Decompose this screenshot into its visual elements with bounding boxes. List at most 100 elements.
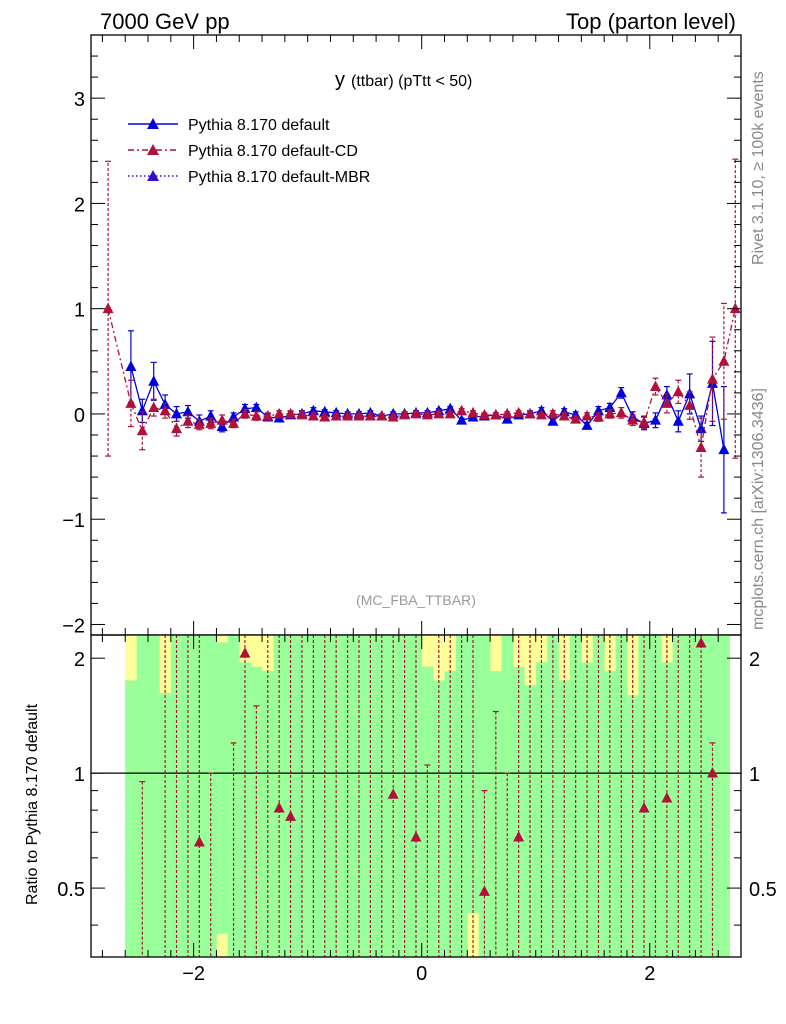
ratio-band-green: [604, 671, 616, 957]
ratio-band-green: [467, 635, 480, 914]
main-panel: −2 −1 0 1 2 3 y (ttbar) (pTtt < 50) (MC_FBA_T…: [62, 34, 742, 637]
data-point-cd: [467, 406, 479, 418]
data-point-default: [444, 402, 456, 414]
ratio-band-green: [136, 635, 149, 957]
ratio-point-cd: [638, 802, 650, 813]
data-point-cd: [330, 410, 342, 421]
legend-label-cd: Pythia 8.170 default-CD: [188, 143, 358, 160]
ratio-band-green: [558, 680, 571, 957]
data-point-default: [319, 405, 331, 417]
y-tick-label: 1: [74, 300, 85, 322]
ratio-band-green: [706, 635, 719, 957]
ratio-point-cd: [193, 835, 205, 847]
data-point-cd: [672, 385, 684, 397]
data-point-cd: [376, 410, 388, 421]
ratio-band-green: [227, 635, 240, 957]
y-tick-label: −2: [62, 615, 85, 637]
data-point-cd: [102, 302, 114, 314]
ratio-y-tick-label-left: 1: [74, 764, 85, 786]
data-point-cd: [205, 417, 217, 428]
data-point-cd: [399, 408, 411, 420]
data-point-cd: [513, 406, 525, 418]
ratio-y-tick-label-right: 1: [749, 764, 760, 786]
data-point-cd: [638, 416, 650, 427]
y-tick-label: 0: [74, 405, 85, 427]
data-point-cd: [250, 410, 262, 421]
chart-title-y: y: [335, 69, 345, 91]
ratio-axis-ticks: 0.5 0.5 1 1 2 2 −2 0 2: [57, 635, 777, 985]
data-point-default: [239, 402, 251, 414]
data-point-default: [501, 413, 513, 424]
data-point-cd: [262, 410, 274, 421]
data-point-cd: [729, 302, 741, 314]
data-point-cd: [387, 411, 399, 422]
ratio-band-green: [125, 680, 137, 957]
main-plot-marks: [102, 158, 741, 514]
ratio-panel: 0.5 0.5 1 1 2 2 −2 0 2 Ratio to Pythia 8.170 def…: [24, 634, 777, 985]
data-point-default: [148, 375, 160, 386]
data-point-cd: [193, 418, 205, 429]
data-point-cd: [661, 397, 673, 408]
data-point-default: [615, 386, 627, 398]
ratio-y-axis-label: Ratio to Pythia 8.170 default: [24, 703, 41, 905]
data-point-cd: [570, 413, 582, 424]
data-point-cd: [364, 410, 376, 421]
legend-entry-mbr: Pythia 8.170 default-MBR: [128, 169, 370, 186]
data-point-cd: [706, 373, 718, 384]
data-point-cd: [558, 410, 570, 421]
data-point-cd: [228, 417, 240, 428]
series-cd: [102, 158, 741, 478]
data-point-cd: [490, 408, 502, 420]
ratio-plot-frame: [90, 634, 742, 958]
main-axis-ticks: −2 −1 0 1 2 3: [62, 35, 741, 637]
data-point-cd: [456, 404, 468, 416]
data-point-cd: [273, 407, 285, 419]
ratio-plot-marks: [91, 635, 741, 957]
data-point-cd: [433, 407, 445, 419]
data-point-cd: [342, 410, 354, 421]
data-point-cd: [604, 407, 616, 419]
ratio-band-green: [661, 662, 673, 957]
data-point-default: [672, 415, 684, 426]
header-left-label: 7000 GeV pp: [100, 9, 230, 34]
data-point-default: [171, 407, 183, 419]
data-point-cd: [684, 399, 696, 410]
data-point-cd: [136, 424, 148, 436]
mcplots-label: mcplots.cern.ch [arXiv:1306.3436]: [750, 388, 767, 630]
ratio-point-cd: [239, 647, 251, 658]
x-tick-label: −2: [182, 963, 205, 985]
ratio-point-cd: [387, 788, 399, 799]
data-point-cd: [307, 410, 319, 421]
data-point-default: [250, 401, 262, 413]
ratio-y-tick-label-left: 0.5: [57, 879, 85, 901]
y-tick-label: 2: [74, 194, 85, 216]
ratio-band-green: [433, 680, 445, 957]
ratio-point-cd: [695, 637, 707, 648]
ratio-band-green: [581, 662, 594, 957]
data-point-default: [581, 419, 593, 430]
data-point-cd: [627, 414, 639, 425]
ratio-point-cd: [513, 831, 525, 842]
ratio-band-green: [216, 642, 229, 934]
data-point-cd: [159, 404, 171, 416]
data-point-cd: [718, 355, 730, 366]
data-point-default: [136, 404, 148, 416]
x-tick-label: 0: [416, 963, 427, 985]
ratio-point-cd: [285, 810, 297, 821]
ratio-y-tick-label-left: 2: [74, 649, 85, 671]
data-point-cd: [501, 407, 513, 419]
data-point-cd: [535, 408, 547, 420]
ratio-band-green: [262, 671, 274, 957]
x-tick-label: 2: [644, 963, 655, 985]
data-point-cd: [444, 407, 456, 419]
data-point-default: [718, 443, 730, 455]
data-point-cd: [524, 407, 536, 419]
ratio-y-tick-label-right: 0.5: [749, 879, 777, 901]
data-point-cd: [421, 408, 433, 420]
ratio-band-green: [444, 671, 457, 957]
header-right-label: Top (parton level): [566, 9, 736, 34]
data-point-default: [456, 414, 468, 425]
ratio-band-green: [148, 635, 160, 957]
ratio-point-cd: [661, 792, 673, 803]
